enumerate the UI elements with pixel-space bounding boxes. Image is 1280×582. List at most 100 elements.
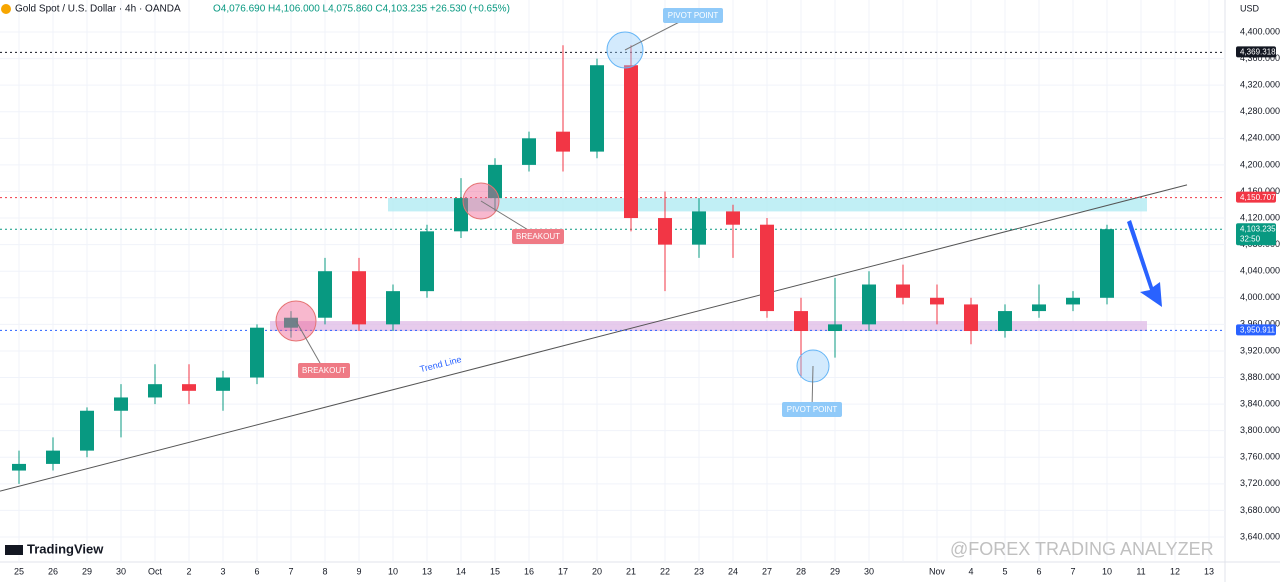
x-tick-label: 7 — [1070, 566, 1075, 576]
candle-body — [182, 384, 196, 391]
x-tick-label: 30 — [116, 566, 126, 576]
x-tick-label: 9 — [356, 566, 361, 576]
x-tick-label: 23 — [694, 566, 704, 576]
candle-body — [522, 138, 536, 165]
candle-body — [794, 311, 808, 332]
candle-body — [828, 324, 842, 332]
y-tick-label: 4,120.000 — [1240, 212, 1280, 222]
callout — [295, 320, 325, 371]
y-tick-label: 3,720.000 — [1240, 478, 1280, 488]
x-tick-label: 17 — [558, 566, 568, 576]
arrow — [1127, 220, 1162, 307]
candle-body — [12, 463, 26, 471]
x-tick-label: 7 — [288, 566, 293, 576]
candle-body — [284, 317, 298, 328]
candle-body — [998, 311, 1012, 332]
x-tick-label: 5 — [1002, 566, 1007, 576]
candle-body — [1066, 297, 1080, 305]
price-tag-label: 4,103.235 — [1240, 224, 1276, 233]
y-tick-label: 3,680.000 — [1240, 505, 1280, 515]
x-tick-label: 15 — [490, 566, 500, 576]
lines — [0, 51, 1225, 492]
candle-body — [658, 218, 672, 245]
price-tag — [1236, 324, 1276, 336]
x-tick-label: 10 — [1102, 566, 1112, 576]
price-tag-label: 4,150.707 — [1240, 193, 1276, 202]
symbol-icon — [1, 4, 11, 14]
y-tick-label: 4,040.000 — [1240, 266, 1280, 276]
candle-body — [1100, 229, 1114, 298]
x-tick-label: 11 — [1136, 566, 1145, 576]
candle-body — [760, 224, 774, 312]
candle-body — [216, 377, 230, 391]
candles — [12, 45, 1114, 484]
zone — [388, 198, 1147, 212]
price-tag-sub: 32:50 — [1240, 234, 1261, 243]
x-tick-label: 12 — [1170, 566, 1180, 576]
annotation: BREAKOUT — [516, 232, 560, 241]
candle-body — [420, 231, 434, 292]
candle-body — [624, 65, 638, 219]
annotation: PIVOT POINT — [787, 405, 838, 414]
y-tick-label: 4,000.000 — [1240, 292, 1280, 302]
y-tick-label: 4,280.000 — [1240, 106, 1280, 116]
x-tick-label: 21 — [626, 566, 636, 576]
x-tick-label: 22 — [660, 566, 670, 576]
y-tick-label: 3,840.000 — [1240, 398, 1280, 408]
ohlc: O4,076.690 H4,106.000 L4,075.860 C4,103.… — [213, 4, 510, 15]
candle-body — [352, 271, 366, 325]
x-tick-label: 25 — [14, 566, 24, 576]
x-tick-label: 28 — [796, 566, 806, 576]
x-tick-label: 4 — [968, 566, 973, 576]
price-tag — [1236, 223, 1276, 246]
x-tick-label: 20 — [592, 566, 602, 576]
callout — [811, 365, 814, 410]
y-tick-label: 3,960.000 — [1240, 319, 1280, 329]
price-tag — [1236, 191, 1276, 203]
x-tick-label: 10 — [388, 566, 398, 576]
price-tag — [1236, 46, 1276, 58]
x-tick-label: 14 — [456, 566, 466, 576]
brand: TradingView — [27, 541, 104, 556]
x-tick-label: 8 — [322, 566, 327, 576]
y-tick-label: 3,880.000 — [1240, 372, 1280, 382]
y-tick-label: 3,640.000 — [1240, 531, 1280, 541]
x-tick-label: 26 — [48, 566, 58, 576]
x-tick-label: 24 — [728, 566, 738, 576]
brand-logo — [5, 545, 23, 555]
x-tick-label: 29 — [82, 566, 92, 576]
candle-body — [692, 211, 706, 245]
candle-body — [964, 304, 978, 332]
annotation: PIVOT POINT — [668, 11, 719, 20]
y-tick-label: 4,200.000 — [1240, 159, 1280, 169]
y-tick-label: 4,400.000 — [1240, 26, 1280, 36]
x-tick-label: 27 — [762, 566, 772, 576]
zone — [270, 321, 1147, 332]
candle-body — [726, 211, 740, 225]
candle-body — [1032, 304, 1046, 312]
candle-body — [80, 410, 94, 451]
y-tick-label: 3,760.000 — [1240, 452, 1280, 462]
x-tick-label: 13 — [1204, 566, 1214, 576]
trend-line — [0, 184, 1188, 492]
x-tick-label: Oct — [148, 566, 163, 576]
watermark: @FOREX TRADING ANALYZER — [950, 539, 1214, 559]
x-tick-label: 3 — [220, 566, 225, 576]
y-tick-label: 4,320.000 — [1240, 80, 1280, 90]
candle-body — [488, 164, 502, 199]
annotation-box — [512, 229, 564, 244]
candle-body — [386, 291, 400, 325]
x-tick-label: 2 — [186, 566, 191, 576]
x-tick-label: 6 — [1036, 566, 1041, 576]
annotation-box — [298, 363, 350, 378]
candle-body — [250, 327, 264, 378]
annotation: BREAKOUT — [302, 366, 346, 375]
annotation-box — [663, 8, 723, 23]
price-tag-label: 4,369.318 — [1240, 47, 1276, 56]
candle-body — [862, 284, 876, 325]
x-tick-label: 16 — [524, 566, 534, 576]
y-tick-label: 4,160.000 — [1240, 186, 1280, 196]
candle-body — [930, 297, 944, 305]
